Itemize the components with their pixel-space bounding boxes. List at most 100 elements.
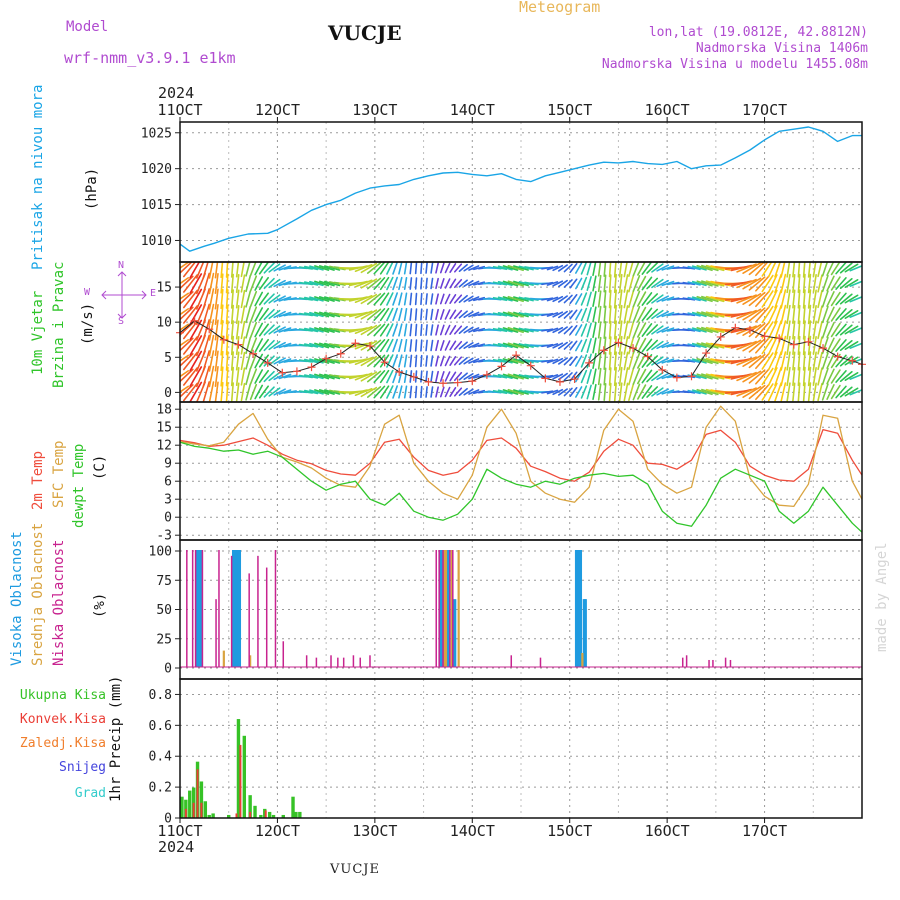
wind-arrow <box>786 273 791 294</box>
wind-arrow <box>502 280 519 287</box>
wind-arrow <box>189 262 201 279</box>
y-tick-label: 0 <box>164 812 172 827</box>
wind-arrow <box>273 357 286 365</box>
wind-arrow <box>742 339 762 352</box>
cloud-bar <box>435 550 437 667</box>
y-tick-label: 0 <box>164 511 172 526</box>
wind-arrow <box>373 354 386 368</box>
wind-arrow <box>755 383 770 401</box>
wind-arrow <box>569 262 578 274</box>
wind-arrow <box>552 388 564 396</box>
wind-arrow <box>656 264 669 272</box>
y-tick-label: 15 <box>156 281 172 296</box>
wind-arrow <box>386 323 394 337</box>
wind-arrow <box>705 311 725 318</box>
cloud-bar <box>330 655 332 667</box>
wind-arrow <box>812 289 817 309</box>
wind-arrow <box>183 382 198 402</box>
wind-arrow <box>656 310 669 319</box>
wind-arrow <box>835 370 847 383</box>
wind-arrow <box>575 370 583 383</box>
wind-arrow <box>235 351 240 371</box>
wind-arrow <box>398 292 403 306</box>
wind-arrow <box>641 385 653 399</box>
wind-arrow <box>586 322 592 338</box>
wind-arrow <box>392 292 398 306</box>
wind-arrow <box>839 293 853 305</box>
wind-arrow <box>761 305 774 324</box>
wind-arrow <box>189 288 203 310</box>
wind-arrow <box>786 304 791 325</box>
wind-arrow <box>298 266 313 270</box>
wind-arrow <box>298 359 313 363</box>
wind-arrow <box>736 309 757 320</box>
cloud-bar <box>452 550 454 667</box>
wind-arrow <box>792 351 796 371</box>
wind-arrow <box>563 356 573 366</box>
wind-arrow <box>569 355 578 367</box>
wind-arrow <box>546 358 559 364</box>
wind-arrow <box>632 262 640 277</box>
wind-arrow <box>463 311 474 318</box>
wind-arrow <box>682 297 696 301</box>
wind-arrow <box>802 273 806 294</box>
wind-arrow <box>245 383 252 401</box>
wind-arrow <box>463 342 474 349</box>
wind-arrow <box>354 372 373 381</box>
wind-arrow <box>324 311 341 318</box>
wind-arrow <box>812 351 817 371</box>
wind-arrow <box>444 309 451 320</box>
wind-arrow <box>463 295 474 303</box>
wind-arrow <box>180 385 190 393</box>
high-cloud-label: Visoka Oblacnost <box>9 531 25 666</box>
cloud-bar <box>369 655 371 667</box>
wind-arrow <box>309 280 324 287</box>
wind-arrow <box>730 326 753 334</box>
wind-arrow <box>245 290 252 308</box>
wind-arrow <box>603 289 607 309</box>
pressure-line <box>179 126 862 252</box>
wind-arrow <box>541 343 554 348</box>
wind-arrow <box>502 358 519 364</box>
wind-arrow <box>696 373 713 380</box>
wind-arrow <box>453 387 463 397</box>
wind-arrow <box>755 290 770 308</box>
wind-arrow <box>360 355 378 367</box>
wind-arrow <box>304 327 319 333</box>
wind-arrow <box>797 304 801 325</box>
y-tick-label: 0.4 <box>149 750 173 765</box>
precip-bar <box>192 802 195 818</box>
wind-arrow <box>849 388 862 396</box>
wind-arrow <box>661 342 675 349</box>
wind-speed-mark <box>234 340 243 349</box>
wind-arrow <box>298 281 313 286</box>
wind-arrow <box>826 321 835 339</box>
wind-arrow <box>439 355 445 367</box>
wind-arrow <box>439 371 445 382</box>
wind-arrow <box>839 370 853 383</box>
wind-arrows-layer <box>180 262 862 402</box>
wind-speed-mark <box>716 332 725 341</box>
precip-bar <box>242 735 247 818</box>
wind-arrow <box>214 350 219 372</box>
cloud-bar <box>442 550 446 667</box>
wind-arrow <box>613 320 617 340</box>
wind-arrow <box>632 290 641 308</box>
wind-arrow <box>379 323 390 337</box>
wind-arrow <box>348 358 368 364</box>
snow-label: Snijeg <box>59 760 106 775</box>
wind-arrow <box>696 326 713 334</box>
cloud-bar <box>201 550 204 667</box>
wind-arrow <box>319 342 335 349</box>
wind-arrow <box>541 266 554 270</box>
wind-speed-mark <box>789 340 798 349</box>
wind-arrow <box>202 381 211 402</box>
wind-arrow <box>646 262 659 274</box>
wind-arrow <box>304 358 319 364</box>
wind-arrow <box>786 289 791 309</box>
wind-arrow <box>273 310 286 319</box>
wind-arrow <box>497 342 513 349</box>
tick-labels-layer: 1010101510201025051015-30369121518025507… <box>141 101 787 840</box>
wind-arrow <box>774 273 782 294</box>
wind-arrow <box>817 351 823 371</box>
